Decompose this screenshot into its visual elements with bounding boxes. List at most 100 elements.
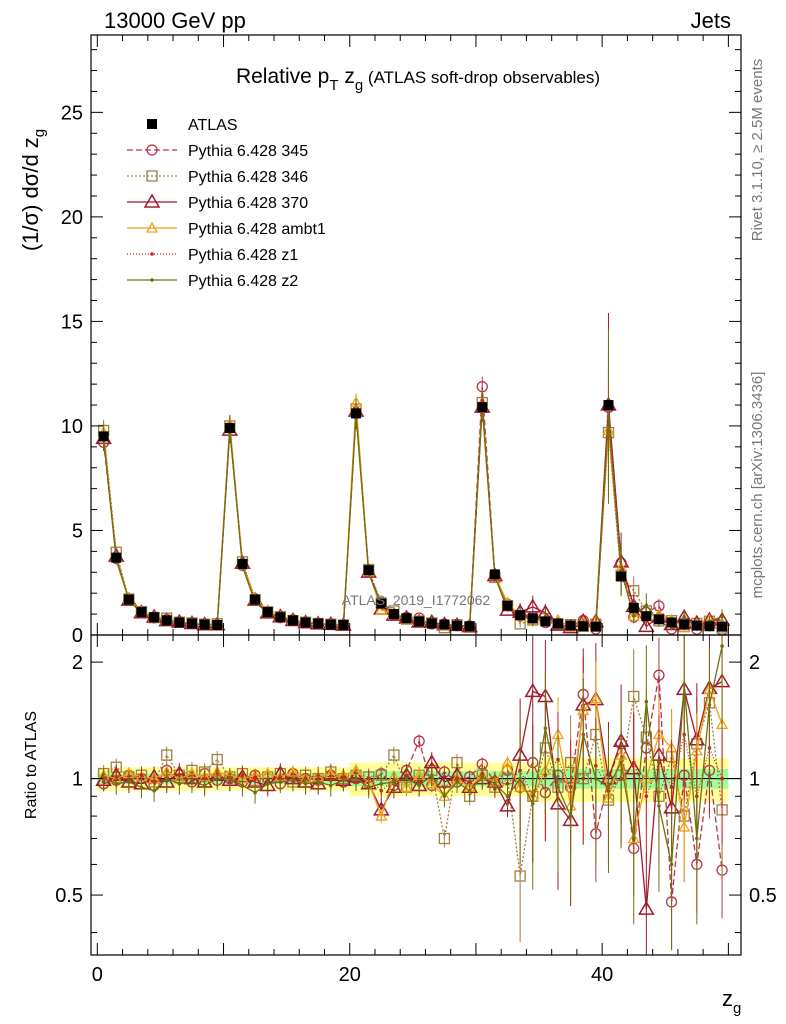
ratio-marker [467, 788, 472, 793]
y-tick-label: 20 [61, 207, 83, 229]
ratio-marker [581, 732, 586, 737]
ratio-marker [524, 682, 542, 698]
atlas-data-point [552, 618, 563, 629]
atlas-data-point [313, 618, 324, 629]
main-marker [631, 614, 636, 618]
main-marker [638, 617, 655, 633]
atlas-data-point [489, 569, 500, 580]
main-marker [720, 614, 724, 619]
legend: ATLAS Pythia 6.428 345 Pythia 6.428 346 Pyt… [127, 117, 326, 290]
ratio-marker [114, 781, 119, 786]
atlas-data-point [212, 619, 223, 630]
atlas-data-point [515, 610, 526, 621]
legend-label: Pythia 6.428 z1 [188, 247, 298, 264]
atlas-data-point [653, 614, 664, 625]
atlas-data-point [363, 565, 374, 576]
ratio-marker [139, 773, 144, 778]
atlas-data-point [628, 602, 639, 613]
atlas-data-point [174, 617, 185, 628]
ratio-marker [619, 760, 623, 765]
atlas-data-point [250, 594, 261, 605]
header-right: Jets [691, 8, 731, 33]
atlas-data-point [376, 598, 387, 609]
main-marker [682, 614, 687, 619]
ratio-marker [375, 809, 388, 821]
ratio-axis-label: Ratio to ATLAS [23, 711, 40, 819]
x-tick-label: 0 [92, 964, 103, 986]
atlas-data-point [540, 616, 551, 627]
atlas-data-point [401, 613, 412, 624]
atlas-data-point [237, 558, 248, 569]
ratio-marker [211, 753, 223, 766]
ratio-frame [90, 634, 742, 956]
atlas-data-point [262, 607, 273, 618]
atlas-data-point [338, 619, 349, 630]
atlas-data-point [388, 609, 399, 620]
ratio-marker [695, 836, 699, 841]
ratio-marker [678, 820, 691, 832]
ratio-marker [303, 781, 308, 786]
ratio-panel-series [95, 635, 731, 955]
ratio-marker [638, 900, 655, 915]
y-tick-label: 10 [61, 416, 83, 438]
ratio-marker [354, 776, 358, 781]
ratio-marker [366, 785, 371, 790]
ratio-marker [379, 781, 384, 786]
ratio-marker [568, 814, 573, 818]
atlas-data-point [578, 621, 589, 632]
ratio-marker [417, 783, 421, 788]
atlas-data-point [287, 615, 298, 626]
atlas-data-point [439, 619, 450, 630]
atlas-data-point [679, 619, 690, 630]
y-tick-label: 0 [72, 625, 83, 647]
x-axis-label: zg [722, 986, 741, 1017]
ratio-marker [501, 756, 514, 768]
ratio-marker [253, 790, 257, 795]
ratio-marker [669, 862, 674, 867]
ratio-marker [556, 785, 560, 790]
ratio-marker [657, 804, 661, 808]
main-panel-series [95, 313, 731, 635]
ratio-marker [499, 797, 516, 812]
ratio-marker [644, 794, 649, 799]
ratio-series-line [103, 645, 723, 865]
atlas-data-point [641, 611, 652, 622]
atlas-data-point [300, 617, 311, 628]
ratio-tick-label-right: 1 [749, 769, 760, 791]
ratio-marker [438, 832, 451, 845]
ratio-marker [707, 703, 712, 707]
atlas-data-point [704, 621, 715, 632]
ratio-marker [631, 760, 636, 765]
ratio-marker [404, 776, 409, 781]
ratio-marker [493, 781, 497, 786]
ratio-marker [653, 669, 665, 681]
legend-marker [145, 221, 159, 233]
ratio-marker [628, 690, 640, 703]
atlas-data-point [452, 620, 463, 631]
ratio-marker [505, 794, 510, 799]
ratio-marker [589, 692, 602, 704]
legend-label: Pythia 6.428 ambt1 [188, 221, 326, 238]
ratio-marker [594, 776, 598, 781]
atlas-data-point [616, 571, 627, 582]
legend-marker [146, 144, 158, 156]
ratio-marker [388, 749, 400, 761]
ratio-marker [682, 682, 687, 687]
ratio-marker [161, 749, 173, 761]
main-marker [524, 598, 542, 613]
main-marker [375, 603, 388, 615]
ratio-marker [720, 776, 724, 781]
ratio-marker [392, 780, 396, 784]
main-marker [644, 603, 649, 608]
legend-label: Pythia 6.428 346 [188, 169, 308, 186]
legend-label: Pythia 6.428 370 [188, 195, 308, 212]
ratio-marker [152, 788, 156, 793]
ratio-marker [480, 775, 485, 779]
ratio-marker [329, 783, 333, 788]
atlas-data-point [325, 619, 336, 630]
y-tick-label: 25 [61, 102, 83, 124]
ratio-marker [127, 780, 131, 784]
ratio-marker [278, 780, 283, 784]
ratio-marker [164, 776, 169, 781]
legend-label: Pythia 6.428 z2 [188, 273, 298, 290]
